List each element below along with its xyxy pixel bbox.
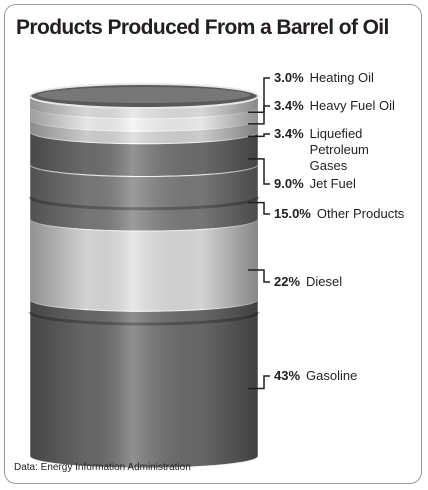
leader-line (248, 375, 270, 390)
label: 22% Diesel (274, 274, 424, 290)
leaders (248, 77, 270, 390)
leader-line (248, 201, 270, 215)
leader-line (248, 105, 270, 125)
value-label: 22% (274, 274, 301, 289)
label: 15.0% Other Products (274, 206, 424, 222)
value-label: 15.0% (274, 206, 311, 221)
overlay (28, 83, 260, 468)
shading (30, 96, 258, 468)
value-label: 3.4% (274, 98, 304, 113)
value-label: 3.4% (274, 126, 304, 141)
category-label: Jet Fuel (309, 176, 356, 191)
label: 3.4% Liquefied Petroleum Gases (274, 126, 424, 174)
category-label: Diesel (306, 274, 343, 289)
frame (4, 4, 422, 484)
value-label: 43% (274, 368, 301, 383)
barrel-lid-inner (38, 87, 250, 103)
label: 3.0% Heating Oil (274, 70, 424, 86)
label: 3.4% Heavy Fuel Oil (274, 98, 424, 114)
category-label: Heavy Fuel Oil (309, 98, 395, 113)
leader-line (248, 133, 270, 138)
leader-line (248, 269, 270, 283)
category-label: Gasoline (306, 368, 358, 383)
leader-line (248, 77, 270, 114)
source: Data: Energy Information Administration (14, 462, 191, 473)
category-label: Heating Oil (309, 70, 374, 85)
label: 9.0% Jet Fuel (274, 176, 424, 192)
category-label: Liquefied Petroleum Gases (309, 126, 369, 173)
hoop (28, 196, 260, 211)
value-label: 3.0% (274, 70, 304, 85)
category-label: Other Products (316, 206, 405, 221)
hoop (28, 311, 260, 326)
value-label: 9.0% (274, 176, 304, 191)
chart-title: Products Produced From a Barrel of Oil (16, 16, 389, 39)
label: 43% Gasoline (274, 368, 424, 384)
leader-line (248, 158, 270, 185)
